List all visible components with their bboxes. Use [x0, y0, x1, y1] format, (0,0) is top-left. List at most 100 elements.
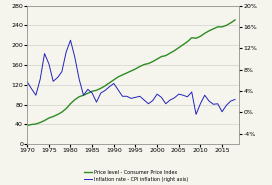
Inflation rate - CPI inflation (right axis) — [121, 95, 124, 97]
Price level - Consumer Price Index — [73, 99, 76, 101]
Inflation rate - CPI inflation (right axis) — [108, 85, 111, 88]
Price level - Consumer Price Index — [173, 50, 176, 52]
Price level - Consumer Price Index — [129, 70, 133, 72]
Inflation rate - CPI inflation (right axis) — [143, 99, 146, 101]
Inflation rate - CPI inflation (right axis) — [156, 93, 159, 95]
Inflation rate - CPI inflation (right axis) — [129, 97, 133, 100]
Price level - Consumer Price Index — [151, 60, 154, 63]
Inflation rate - CPI inflation (right axis) — [212, 103, 215, 105]
Inflation rate - CPI inflation (right axis) — [208, 100, 211, 102]
Inflation rate - CPI inflation (right axis) — [95, 101, 98, 103]
Inflation rate - CPI inflation (right axis) — [30, 88, 33, 90]
Inflation rate - CPI inflation (right axis) — [26, 81, 29, 83]
Price level - Consumer Price Index — [39, 121, 42, 124]
Inflation rate - CPI inflation (right axis) — [56, 76, 59, 79]
Line: Inflation rate - CPI inflation (right axis): Inflation rate - CPI inflation (right ax… — [27, 40, 235, 114]
Price level - Consumer Price Index — [212, 28, 215, 30]
Price level - Consumer Price Index — [60, 111, 63, 113]
Inflation rate - CPI inflation (right axis) — [86, 88, 89, 90]
Price level - Consumer Price Index — [168, 52, 172, 54]
Inflation rate - CPI inflation (right axis) — [225, 104, 228, 106]
Price level - Consumer Price Index — [69, 102, 72, 105]
Price level - Consumer Price Index — [43, 119, 46, 122]
Inflation rate - CPI inflation (right axis) — [138, 95, 141, 97]
Inflation rate - CPI inflation (right axis) — [147, 103, 150, 105]
Inflation rate - CPI inflation (right axis) — [82, 94, 85, 96]
Price level - Consumer Price Index — [164, 55, 167, 57]
Inflation rate - CPI inflation (right axis) — [199, 103, 202, 105]
Inflation rate - CPI inflation (right axis) — [99, 92, 103, 94]
Inflation rate - CPI inflation (right axis) — [194, 113, 198, 115]
Price level - Consumer Price Index — [147, 62, 150, 65]
Price level - Consumer Price Index — [208, 30, 211, 32]
Inflation rate - CPI inflation (right axis) — [73, 56, 76, 58]
Inflation rate - CPI inflation (right axis) — [64, 51, 68, 53]
Inflation rate - CPI inflation (right axis) — [125, 95, 128, 97]
Inflation rate - CPI inflation (right axis) — [47, 63, 51, 65]
Price level - Consumer Price Index — [138, 65, 141, 68]
Price level - Consumer Price Index — [47, 117, 51, 119]
Price level - Consumer Price Index — [52, 115, 55, 118]
Inflation rate - CPI inflation (right axis) — [216, 103, 219, 105]
Price level - Consumer Price Index — [99, 87, 103, 89]
Price level - Consumer Price Index — [225, 24, 228, 26]
Line: Price level - Consumer Price Index: Price level - Consumer Price Index — [27, 20, 235, 125]
Inflation rate - CPI inflation (right axis) — [104, 89, 107, 92]
Inflation rate - CPI inflation (right axis) — [229, 100, 232, 102]
Inflation rate - CPI inflation (right axis) — [91, 92, 94, 94]
Price level - Consumer Price Index — [108, 82, 111, 84]
Inflation rate - CPI inflation (right axis) — [160, 96, 163, 98]
Price level - Consumer Price Index — [125, 72, 128, 74]
Inflation rate - CPI inflation (right axis) — [181, 94, 185, 96]
Price level - Consumer Price Index — [203, 32, 206, 34]
Inflation rate - CPI inflation (right axis) — [190, 91, 193, 93]
Inflation rate - CPI inflation (right axis) — [203, 94, 206, 96]
Price level - Consumer Price Index — [95, 89, 98, 91]
Price level - Consumer Price Index — [134, 68, 137, 70]
Price level - Consumer Price Index — [91, 90, 94, 92]
Price level - Consumer Price Index — [78, 96, 81, 98]
Price level - Consumer Price Index — [229, 22, 232, 24]
Price level - Consumer Price Index — [26, 124, 29, 127]
Price level - Consumer Price Index — [143, 63, 146, 66]
Price level - Consumer Price Index — [34, 123, 38, 125]
Price level - Consumer Price Index — [121, 74, 124, 76]
Price level - Consumer Price Index — [160, 56, 163, 58]
Price level - Consumer Price Index — [116, 76, 120, 78]
Price level - Consumer Price Index — [86, 92, 89, 94]
Inflation rate - CPI inflation (right axis) — [177, 93, 180, 95]
Price level - Consumer Price Index — [233, 19, 237, 21]
Inflation rate - CPI inflation (right axis) — [39, 78, 42, 80]
Inflation rate - CPI inflation (right axis) — [220, 111, 224, 113]
Inflation rate - CPI inflation (right axis) — [116, 89, 120, 91]
Price level - Consumer Price Index — [82, 94, 85, 96]
Inflation rate - CPI inflation (right axis) — [233, 98, 237, 101]
Price level - Consumer Price Index — [104, 85, 107, 87]
Price level - Consumer Price Index — [186, 41, 189, 43]
Price level - Consumer Price Index — [194, 37, 198, 39]
Price level - Consumer Price Index — [190, 37, 193, 39]
Inflation rate - CPI inflation (right axis) — [134, 96, 137, 98]
Price level - Consumer Price Index — [181, 44, 185, 46]
Inflation rate - CPI inflation (right axis) — [69, 39, 72, 41]
Price level - Consumer Price Index — [199, 35, 202, 37]
Inflation rate - CPI inflation (right axis) — [43, 53, 46, 55]
Inflation rate - CPI inflation (right axis) — [168, 99, 172, 101]
Price level - Consumer Price Index — [216, 26, 219, 28]
Inflation rate - CPI inflation (right axis) — [186, 96, 189, 98]
Inflation rate - CPI inflation (right axis) — [78, 78, 81, 80]
Inflation rate - CPI inflation (right axis) — [164, 103, 167, 105]
Price level - Consumer Price Index — [156, 58, 159, 60]
Inflation rate - CPI inflation (right axis) — [151, 99, 154, 102]
Price level - Consumer Price Index — [112, 79, 115, 81]
Price level - Consumer Price Index — [64, 107, 68, 110]
Inflation rate - CPI inflation (right axis) — [112, 82, 115, 85]
Price level - Consumer Price Index — [220, 26, 224, 28]
Price level - Consumer Price Index — [30, 123, 33, 126]
Price level - Consumer Price Index — [177, 47, 180, 49]
Price level - Consumer Price Index — [56, 113, 59, 116]
Inflation rate - CPI inflation (right axis) — [173, 97, 176, 99]
Inflation rate - CPI inflation (right axis) — [34, 94, 38, 96]
Legend: Price level - Consumer Price Index, Inflation rate - CPI inflation (right axis): Price level - Consumer Price Index, Infl… — [83, 169, 189, 183]
Inflation rate - CPI inflation (right axis) — [60, 71, 63, 73]
